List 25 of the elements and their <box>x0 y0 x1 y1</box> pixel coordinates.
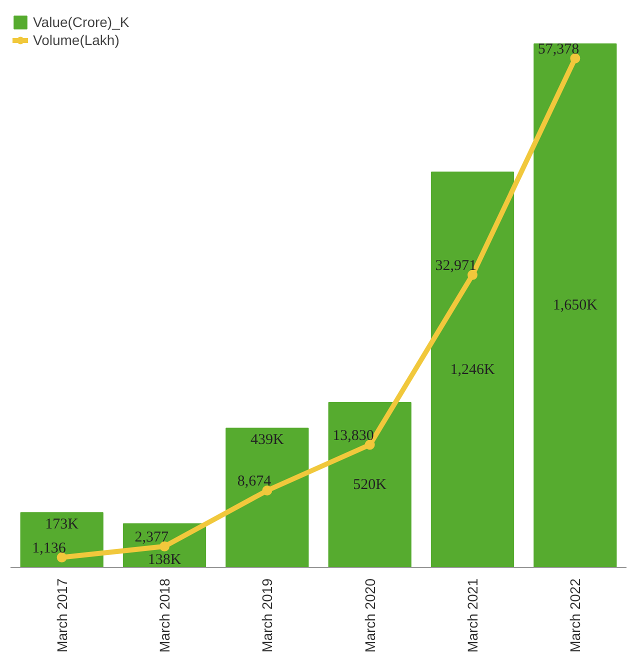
data-label: 439K <box>250 432 284 448</box>
data-label: 32,971 <box>435 258 476 274</box>
data-label: 2,377 <box>134 529 169 546</box>
data-label: 1,246K <box>450 362 495 378</box>
legend-label: Value(Crore)_K <box>33 14 130 30</box>
x-tick-label: March 2020 <box>362 578 378 652</box>
data-label: 57,378 <box>538 41 580 58</box>
x-tick-label: March 2019 <box>259 578 276 652</box>
bar <box>534 43 617 568</box>
x-tick-label: March 2021 <box>464 578 480 652</box>
bar <box>226 428 309 568</box>
legend-label: Volume(Lakh) <box>33 32 120 48</box>
x-tick-label: March 2018 <box>156 578 172 652</box>
data-label: 520K <box>353 476 387 493</box>
bar <box>430 172 514 568</box>
data-label: 8,674 <box>237 474 272 490</box>
data-label: 1,136 <box>32 540 66 556</box>
data-label: 1,650K <box>552 298 598 314</box>
data-label: 13,830 <box>332 428 374 444</box>
data-label: 173K <box>45 516 79 532</box>
bar <box>328 402 412 568</box>
x-tick-label: March 2017 <box>54 578 70 652</box>
data-label: 138K <box>148 552 182 568</box>
bar <box>20 512 104 568</box>
x-tick-label: March 2022 <box>567 578 584 652</box>
